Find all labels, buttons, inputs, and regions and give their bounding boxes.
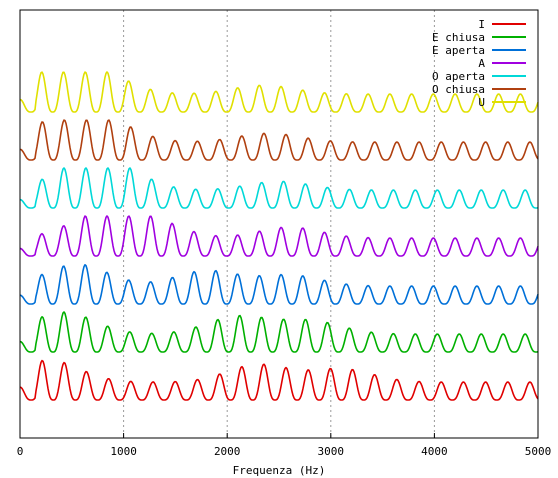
x-tick-label: 2000 bbox=[214, 445, 241, 458]
series-line-u bbox=[19, 71, 539, 113]
series-line-i bbox=[19, 359, 539, 401]
x-axis-title: Frequenza (Hz) bbox=[233, 464, 326, 477]
x-tick-label: 4000 bbox=[421, 445, 448, 458]
legend-label: A bbox=[478, 57, 485, 70]
series-line-a bbox=[19, 215, 539, 257]
legend-label: U bbox=[478, 96, 485, 109]
plot-frame bbox=[19, 9, 539, 439]
x-axis-ticks: 0 1000 2000 3000 4000 5000 bbox=[17, 433, 552, 458]
legend-label: E chiusa bbox=[432, 31, 485, 44]
legend-label: E aperta bbox=[432, 44, 485, 57]
x-tick-label: 5000 bbox=[525, 445, 552, 458]
legend-label: I bbox=[478, 18, 485, 31]
vertical-grid bbox=[123, 10, 435, 438]
x-tick-label: 3000 bbox=[318, 445, 345, 458]
series-group bbox=[19, 71, 539, 401]
series-line-o-aperta bbox=[19, 167, 539, 209]
series-line-e-chiusa bbox=[19, 311, 539, 353]
series-line-o-chiusa bbox=[19, 119, 539, 161]
legend-label: O chiusa bbox=[432, 83, 485, 96]
x-tick-label: 0 bbox=[17, 445, 24, 458]
legend-label: O aperta bbox=[432, 70, 485, 83]
x-tick-label: 1000 bbox=[110, 445, 137, 458]
series-line-e-aperta bbox=[19, 264, 539, 305]
